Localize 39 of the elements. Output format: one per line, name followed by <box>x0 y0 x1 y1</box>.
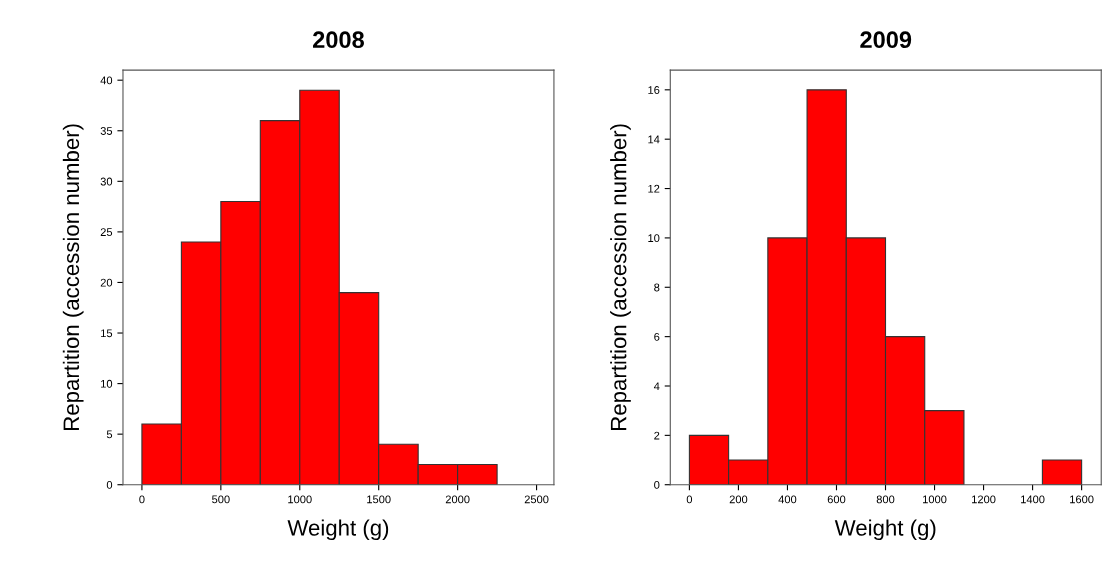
y-tick-label: 10 <box>648 234 660 243</box>
y-tick-label: 8 <box>654 283 660 292</box>
x-tick-label: 0 <box>139 495 145 504</box>
chart-title: 2008 <box>313 31 364 49</box>
y-tick-label: 20 <box>100 278 113 287</box>
y-tick-label: 6 <box>654 332 660 341</box>
y-tick-label: 0 <box>654 480 660 489</box>
y-tick-label: 30 <box>100 177 113 186</box>
y-tick-label: 15 <box>101 329 113 338</box>
y-tick-label: 16 <box>648 86 660 94</box>
y-tick-label: 0 <box>106 480 113 489</box>
x-tick-label: 400 <box>778 495 797 504</box>
y-tick-label: 5 <box>106 430 113 439</box>
x-tick-label: 1600 <box>1070 495 1094 504</box>
y-tick-label: 2 <box>654 431 660 440</box>
x-axis-title: Weight (g) <box>834 519 936 541</box>
y-tick-label: 40 <box>100 76 113 85</box>
x-tick-label: 1000 <box>288 495 312 504</box>
y-tick-label: 12 <box>648 184 660 193</box>
x-tick-label: 800 <box>876 495 895 504</box>
y-axis-title: Repartition (accession number) <box>62 124 84 430</box>
x-tick-label: 1200 <box>972 495 996 504</box>
x-tick-label: 500 <box>212 495 230 504</box>
x-axis-title: Weight (g) <box>287 519 389 541</box>
y-tick-label: 10 <box>101 379 113 388</box>
y-tick-label: 35 <box>100 127 113 135</box>
y-tick-label: 14 <box>648 135 660 144</box>
y-tick-label: 4 <box>653 382 660 391</box>
chart-title: 2009 <box>860 31 912 49</box>
x-tick-label: 1400 <box>1021 495 1045 504</box>
x-tick-label: 0 <box>686 495 693 504</box>
x-tick-label: 1000 <box>923 495 947 504</box>
y-tick-label: 25 <box>100 228 113 237</box>
x-tick-label: 1500 <box>367 495 391 504</box>
x-tick-label: 200 <box>729 495 748 504</box>
y-axis-title: Repartition (accession number) <box>610 124 631 430</box>
x-tick-label: 600 <box>827 495 846 504</box>
x-tick-label: 2000 <box>445 495 470 504</box>
x-tick-label: 2500 <box>524 495 549 504</box>
